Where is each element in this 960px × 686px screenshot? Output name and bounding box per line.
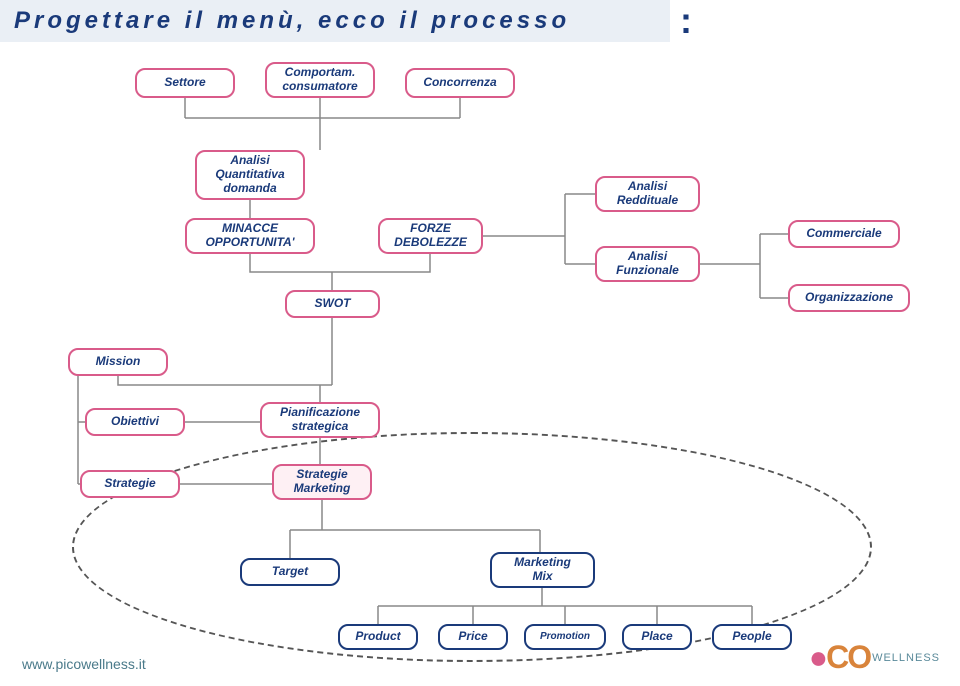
node-price: Price [438,624,508,650]
node-swot: SWOT [285,290,380,318]
node-minacce: MINACCEOPPORTUNITA' [185,218,315,254]
node-strat_mktg: StrategieMarketing [272,464,372,500]
node-strategie_box: Strategie [80,470,180,498]
connectors [0,0,960,686]
node-people: People [712,624,792,650]
footer-url: www.picowellness.it [22,656,146,672]
node-analisi_quant: AnalisiQuantitativadomanda [195,150,305,200]
node-promotion: Promotion [524,624,606,650]
node-product: Product [338,624,418,650]
node-mission: Mission [68,348,168,376]
node-target: Target [240,558,340,586]
node-settore: Settore [135,68,235,98]
titlebar: Progettare il menù, ecco il processo [0,0,670,42]
node-forze: FORZEDEBOLEZZE [378,218,483,254]
node-reddituale: AnalisiReddituale [595,176,700,212]
node-pianif: Pianificazionestrategica [260,402,380,438]
logo-text: ●CO [809,639,870,676]
page-title: Progettare il menù, ecco il processo [14,7,570,35]
node-commerciale: Commerciale [788,220,900,248]
logo-subtext: WELLNESS [872,652,940,664]
node-mktg_mix: MarketingMix [490,552,595,588]
node-organizzazione: Organizzazione [788,284,910,312]
node-funzionale: AnalisiFunzionale [595,246,700,282]
node-concorrenza: Concorrenza [405,68,515,98]
brand-logo: ●CO WELLNESS [809,639,940,676]
node-place: Place [622,624,692,650]
title-colon: : [680,0,692,42]
node-comportam: Comportam.consumatore [265,62,375,98]
node-obiettivi: Obiettivi [85,408,185,436]
